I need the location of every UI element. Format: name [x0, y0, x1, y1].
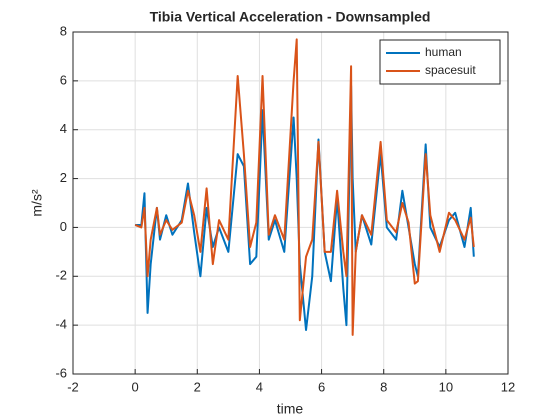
- x-axis-label: time: [277, 401, 304, 417]
- y-tick-label: -2: [55, 268, 67, 283]
- data-line: [134, 38, 475, 336]
- y-tick-label: 8: [60, 23, 67, 38]
- x-tick-label: 2: [194, 379, 201, 394]
- legend-label: spacesuit: [425, 63, 476, 77]
- legend-label: human: [425, 45, 462, 59]
- x-tick-label: 10: [439, 379, 453, 394]
- y-axis-label: m/s²: [29, 189, 45, 217]
- x-tick-label: 12: [501, 379, 515, 394]
- plot-frame: [72, 31, 509, 375]
- y-tick-label: 0: [60, 219, 67, 234]
- y-tick-label: 2: [60, 170, 67, 185]
- x-tick-label: 0: [132, 379, 139, 394]
- x-tick-label: 4: [256, 379, 263, 394]
- chart-title: Tibia Vertical Acceleration - Downsample…: [150, 9, 431, 25]
- y-tick-label: 6: [60, 72, 67, 87]
- legend-box: [379, 39, 501, 85]
- y-tick-label: -4: [55, 317, 67, 332]
- x-tick-label: 8: [380, 379, 387, 394]
- x-tick-label: 6: [318, 379, 325, 394]
- x-tick-label: -2: [67, 379, 79, 394]
- y-tick-label: 4: [60, 121, 67, 136]
- y-tick-label: -6: [55, 365, 67, 380]
